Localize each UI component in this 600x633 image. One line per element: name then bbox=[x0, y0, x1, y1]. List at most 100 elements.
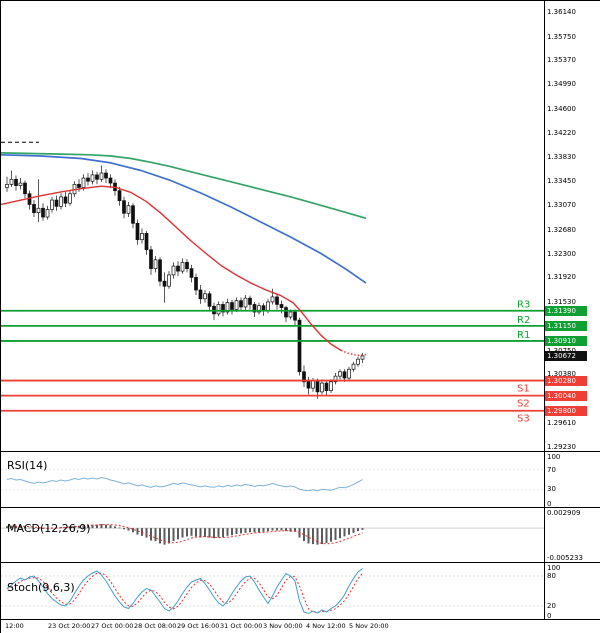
candle-body bbox=[338, 371, 342, 377]
macd-indicator-label: MACD(12,26,9) bbox=[7, 522, 91, 535]
candle bbox=[122, 196, 126, 219]
macd-axis-label: 0.002909 bbox=[547, 509, 581, 517]
candle-body bbox=[50, 199, 54, 210]
support-price-box: 1.29800 bbox=[545, 405, 587, 416]
candle-body bbox=[216, 304, 221, 315]
candle-body bbox=[324, 382, 329, 391]
stoch-axis-label: 20 bbox=[547, 602, 556, 610]
time-axis-label: 27 Oct 00:00 bbox=[91, 622, 134, 630]
candle bbox=[207, 291, 212, 312]
macd-histogram-bar bbox=[294, 528, 296, 532]
candle-body bbox=[288, 311, 293, 318]
price-axis-label: 1.33830 bbox=[547, 153, 576, 162]
rsi-line bbox=[6, 476, 363, 492]
candle bbox=[203, 289, 207, 303]
macd-histogram-bar bbox=[132, 528, 134, 533]
candle bbox=[131, 203, 135, 229]
macd-histogram-bar bbox=[181, 528, 184, 538]
candle bbox=[104, 169, 108, 184]
candle bbox=[329, 379, 333, 394]
stoch-k-line bbox=[6, 568, 363, 615]
macd-axis-label: -0.005233 bbox=[547, 554, 583, 562]
candle-body bbox=[342, 371, 347, 379]
candle bbox=[99, 165, 104, 182]
candle bbox=[59, 193, 63, 210]
macd-histogram-bar bbox=[177, 528, 179, 540]
price-axis-label: 1.35370 bbox=[547, 56, 576, 65]
candle-body bbox=[320, 382, 324, 393]
macd-histogram-bar bbox=[231, 528, 233, 536]
candle-body bbox=[95, 174, 99, 180]
candle bbox=[50, 196, 54, 213]
candle bbox=[198, 284, 203, 304]
macd-signal-line bbox=[6, 524, 363, 545]
macd-histogram-bar bbox=[222, 528, 224, 537]
macd-histogram-bar bbox=[339, 528, 341, 539]
macd-histogram-bar bbox=[172, 528, 175, 542]
moving-average-medium-blue bbox=[1, 153, 367, 284]
candle bbox=[27, 190, 32, 210]
macd-histogram-bar bbox=[213, 528, 215, 539]
candle bbox=[180, 258, 185, 274]
candle-body bbox=[117, 190, 122, 202]
candle bbox=[302, 365, 306, 387]
time-axis-label: 29 Oct 16:00 bbox=[177, 622, 220, 630]
candle-body bbox=[144, 233, 149, 251]
candle-body bbox=[36, 207, 41, 213]
candle-body bbox=[279, 304, 284, 308]
candle-body bbox=[81, 177, 86, 188]
candle-body bbox=[131, 205, 135, 224]
macd-histogram-bar bbox=[6, 526, 8, 529]
macd-histogram-bar bbox=[321, 528, 323, 545]
macd-histogram-bar bbox=[253, 528, 256, 533]
candle-body bbox=[126, 205, 131, 214]
candle bbox=[284, 305, 288, 323]
macd-histogram-bar bbox=[249, 528, 251, 533]
panel-divider bbox=[1, 451, 600, 452]
macd-histogram-bar bbox=[60, 526, 62, 529]
candle bbox=[243, 295, 248, 311]
macd-histogram-bar bbox=[114, 526, 116, 529]
candle-body bbox=[302, 371, 306, 383]
macd-histogram-bar bbox=[208, 528, 211, 538]
macd-histogram-bar bbox=[42, 528, 44, 529]
candle bbox=[77, 179, 81, 192]
candle bbox=[153, 256, 158, 273]
candle-body bbox=[63, 196, 68, 204]
candle-body bbox=[207, 293, 212, 307]
macd-histogram-bar bbox=[87, 525, 89, 529]
candle bbox=[86, 173, 90, 186]
price-axis-label: 1.36140 bbox=[547, 8, 576, 16]
macd-histogram-bar bbox=[303, 528, 305, 542]
macd-histogram-bar bbox=[334, 528, 337, 540]
candle-body bbox=[5, 183, 9, 188]
candle bbox=[356, 356, 360, 367]
rsi-plot bbox=[1, 469, 544, 492]
candle bbox=[171, 262, 176, 279]
support-price-box: 1.30280 bbox=[545, 375, 587, 386]
time-axis-label: 5 Nov 20:00 bbox=[349, 622, 389, 630]
candle-body bbox=[189, 268, 194, 278]
candle-body bbox=[23, 182, 27, 195]
support-price-box: 1.30040 bbox=[545, 390, 587, 401]
macd-histogram-bar bbox=[285, 528, 287, 532]
macd-histogram-bar bbox=[28, 527, 31, 529]
macd-histogram-bar bbox=[69, 526, 71, 529]
price-axis-label: 1.33450 bbox=[547, 177, 576, 186]
macd-histogram-bar bbox=[136, 528, 139, 535]
candle-body bbox=[135, 222, 140, 241]
rsi-axis-label: 0 bbox=[547, 500, 552, 508]
macd-histogram-bar bbox=[127, 528, 130, 531]
candle bbox=[297, 317, 302, 376]
stoch-axis-label: 100 bbox=[547, 564, 561, 572]
price-axis-separator bbox=[544, 1, 545, 619]
candle bbox=[23, 180, 27, 199]
macd-histogram-bar bbox=[226, 528, 229, 536]
candle-body bbox=[153, 259, 158, 269]
candle bbox=[324, 380, 329, 396]
candle-body bbox=[41, 207, 45, 218]
candle-body bbox=[347, 368, 351, 379]
macd-histogram-bar bbox=[154, 528, 157, 542]
macd-histogram-bar bbox=[24, 526, 26, 529]
macd-histogram-bar bbox=[100, 524, 103, 529]
